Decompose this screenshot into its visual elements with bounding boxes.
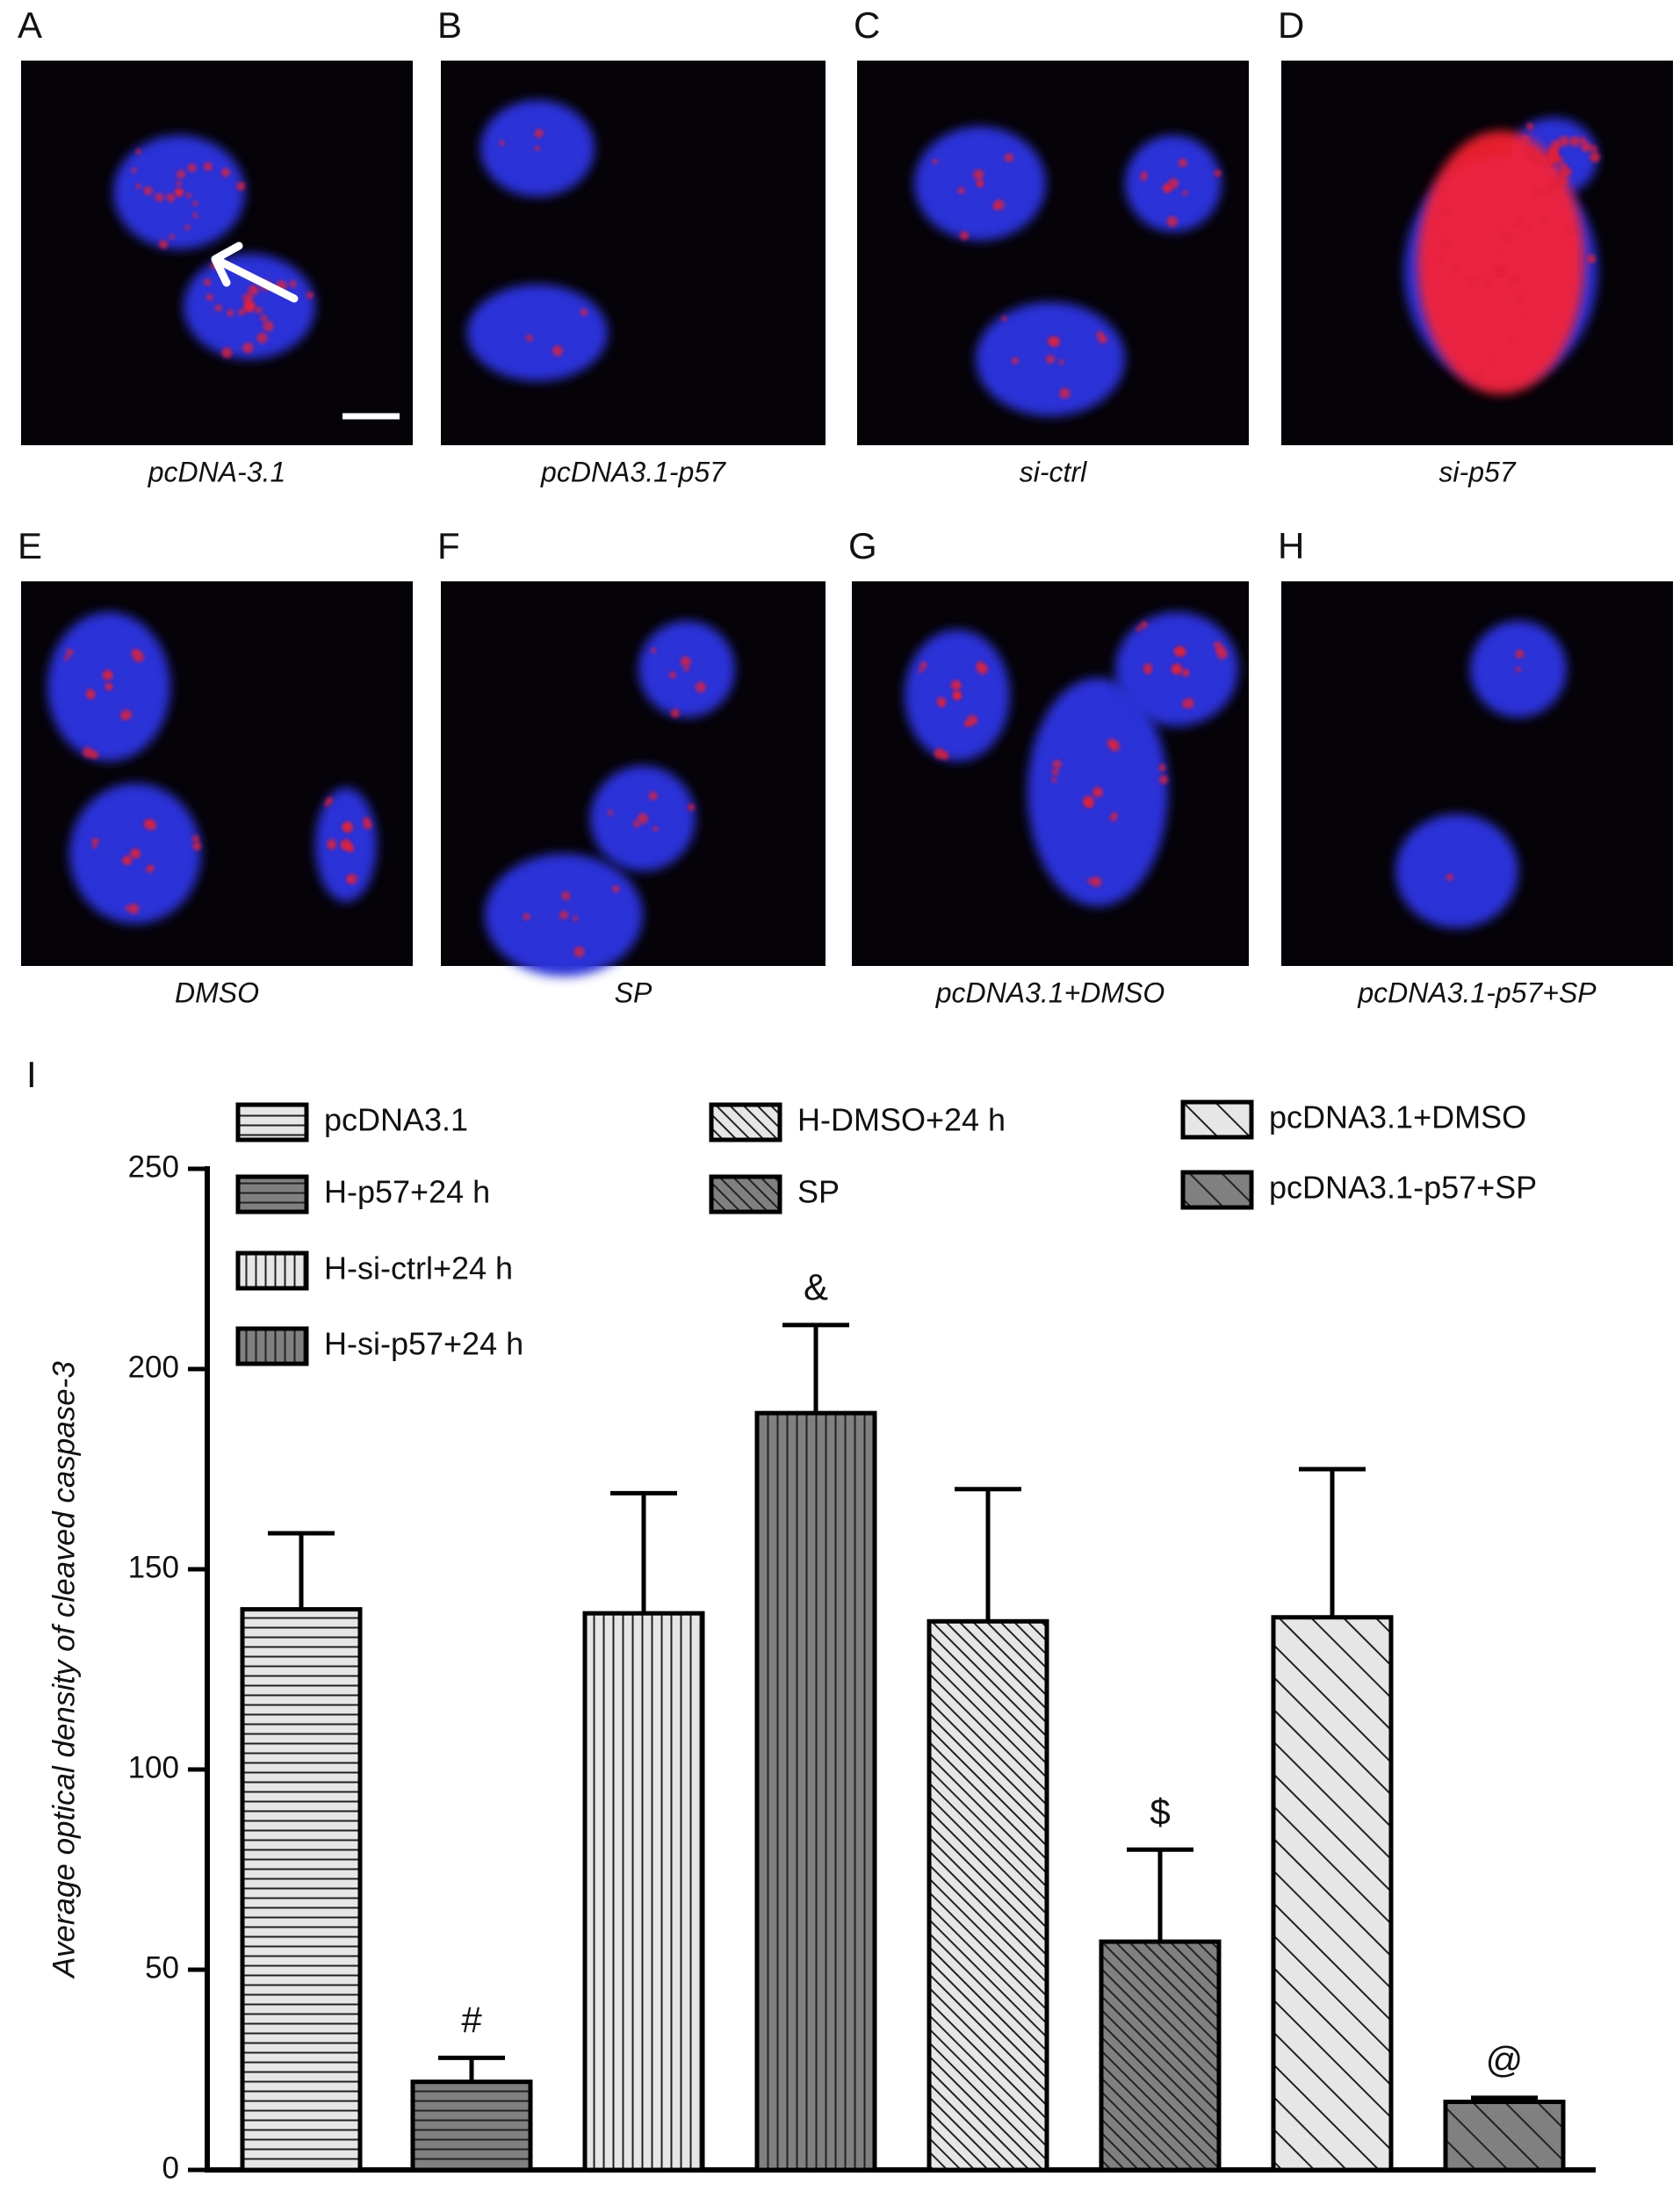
significance-label: # bbox=[461, 1999, 482, 2040]
panel-caption: si-p57 bbox=[1438, 456, 1516, 487]
legend-label: pcDNA3.1 bbox=[324, 1102, 468, 1138]
bar bbox=[754, 1410, 877, 2173]
panel-letter: F bbox=[437, 525, 460, 566]
legend-swatch bbox=[235, 1250, 309, 1291]
micrograph bbox=[852, 581, 1249, 966]
micrograph bbox=[441, 581, 826, 977]
y-tick-label: 50 bbox=[145, 1950, 179, 1985]
bar bbox=[582, 1611, 705, 2173]
legend-swatch bbox=[235, 1174, 309, 1214]
panel-caption: DMSO bbox=[175, 977, 259, 1008]
y-axis-label: Average optical density of cleaved caspa… bbox=[47, 1361, 81, 1979]
micrograph bbox=[21, 61, 413, 445]
bar bbox=[1271, 1615, 1394, 2173]
panel-caption: SP bbox=[615, 977, 653, 1008]
y-tick-label: 200 bbox=[128, 1350, 179, 1384]
bar bbox=[410, 2079, 533, 2173]
legend-label: H-p57+24 h bbox=[324, 1174, 490, 1210]
y-tick-label: 250 bbox=[128, 1150, 179, 1184]
legend-label: H-si-p57+24 h bbox=[324, 1326, 523, 1362]
significance-label: $ bbox=[1150, 1791, 1170, 1832]
bar bbox=[1443, 2099, 1566, 2173]
panel-letter: B bbox=[437, 4, 462, 46]
legend-swatch bbox=[235, 1326, 309, 1366]
bar-chart: I Average optical density of cleaved casp… bbox=[26, 1054, 1596, 2185]
panel-letter: E bbox=[18, 525, 42, 566]
bar bbox=[927, 1618, 1049, 2173]
panel-caption: pcDNA3.1+DMSO bbox=[935, 977, 1165, 1008]
legend-swatch bbox=[709, 1102, 782, 1142]
y-tick-label: 0 bbox=[162, 2151, 179, 2185]
panel-letter: I bbox=[26, 1054, 37, 1095]
bar bbox=[1099, 1939, 1222, 2173]
micrograph bbox=[857, 61, 1249, 445]
panel-letter: H bbox=[1278, 525, 1304, 566]
micrograph bbox=[21, 581, 413, 966]
panel-caption: pcDNA3.1-p57+SP bbox=[1357, 977, 1597, 1008]
significance-label: & bbox=[804, 1266, 828, 1308]
micrograph bbox=[441, 61, 826, 445]
bar bbox=[240, 1607, 363, 2173]
significance-label: @ bbox=[1486, 2039, 1524, 2080]
y-tick-label: 100 bbox=[128, 1750, 179, 1784]
arrow bbox=[211, 241, 299, 303]
y-tick-label: 150 bbox=[128, 1550, 179, 1584]
legend-label: SP bbox=[797, 1174, 840, 1210]
micrograph bbox=[1281, 581, 1673, 966]
micrograph bbox=[1281, 61, 1673, 445]
legend-swatch bbox=[709, 1174, 782, 1214]
legend-swatch bbox=[1180, 1170, 1254, 1210]
legend-label: H-si-ctrl+24 h bbox=[324, 1250, 513, 1286]
legend-label: H-DMSO+24 h bbox=[797, 1102, 1006, 1138]
panel-letter: C bbox=[854, 4, 880, 46]
panel-caption: pcDNA3.1-p57 bbox=[540, 456, 726, 487]
panel-letter: A bbox=[18, 4, 42, 46]
legend-swatch bbox=[1180, 1099, 1254, 1140]
panel-letter: D bbox=[1278, 4, 1304, 46]
panel-letter: G bbox=[848, 525, 877, 566]
legend-label: pcDNA3.1+DMSO bbox=[1269, 1099, 1526, 1135]
legend-label: pcDNA3.1-p57+SP bbox=[1269, 1170, 1537, 1206]
legend-swatch bbox=[235, 1102, 309, 1142]
panel-caption: pcDNA-3.1 bbox=[148, 456, 286, 487]
panel-caption: si-ctrl bbox=[1020, 456, 1087, 487]
